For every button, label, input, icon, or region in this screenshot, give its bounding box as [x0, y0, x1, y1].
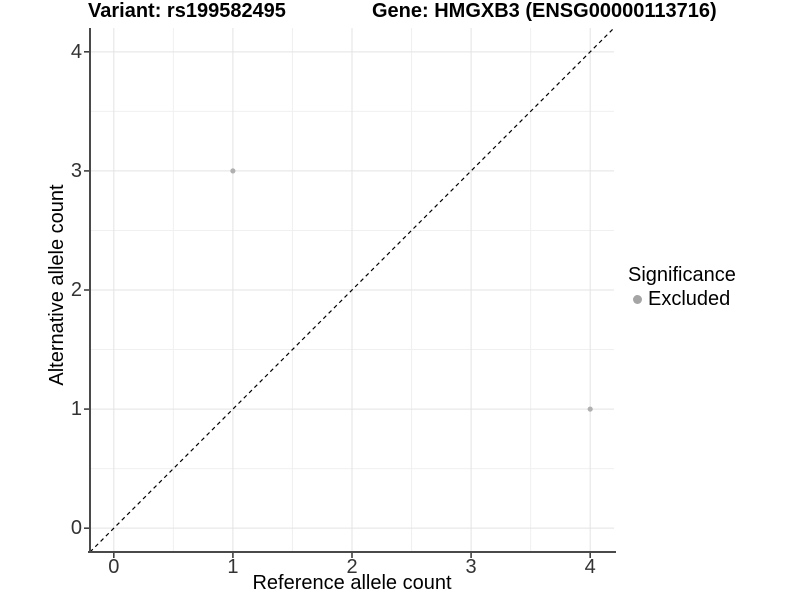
identity-line — [89, 27, 615, 553]
y-tick-label: 2 — [70, 279, 82, 301]
y-tick-label: 4 — [70, 40, 82, 63]
x-tick-label: 1 — [227, 556, 239, 578]
legend: Significance Excluded — [628, 263, 736, 311]
data-point — [230, 168, 236, 174]
x-tick-label: 0 — [108, 556, 120, 578]
legend-title: Significance — [628, 264, 736, 286]
y-tick-label: 3 — [70, 159, 82, 182]
legend-item: Excluded — [628, 287, 736, 311]
y-axis-title: Alternative allele count — [46, 184, 68, 386]
legend-marker-dot — [633, 294, 642, 304]
x-tick-label: 4 — [584, 556, 596, 578]
y-tick-label: 1 — [70, 398, 82, 421]
y-tick-label: 0 — [70, 517, 82, 540]
data-point — [587, 406, 593, 412]
plot-title-variant: Variant: rs199582495 — [88, 0, 286, 22]
plot-title-gene: Gene: HMGXB3 (ENSG00000113716) — [372, 0, 717, 22]
x-tick-label: 2 — [346, 556, 358, 578]
legend-item-label: Excluded — [648, 288, 731, 310]
x-axis-title: Reference allele count — [252, 572, 452, 594]
x-tick-label: 3 — [465, 556, 477, 578]
